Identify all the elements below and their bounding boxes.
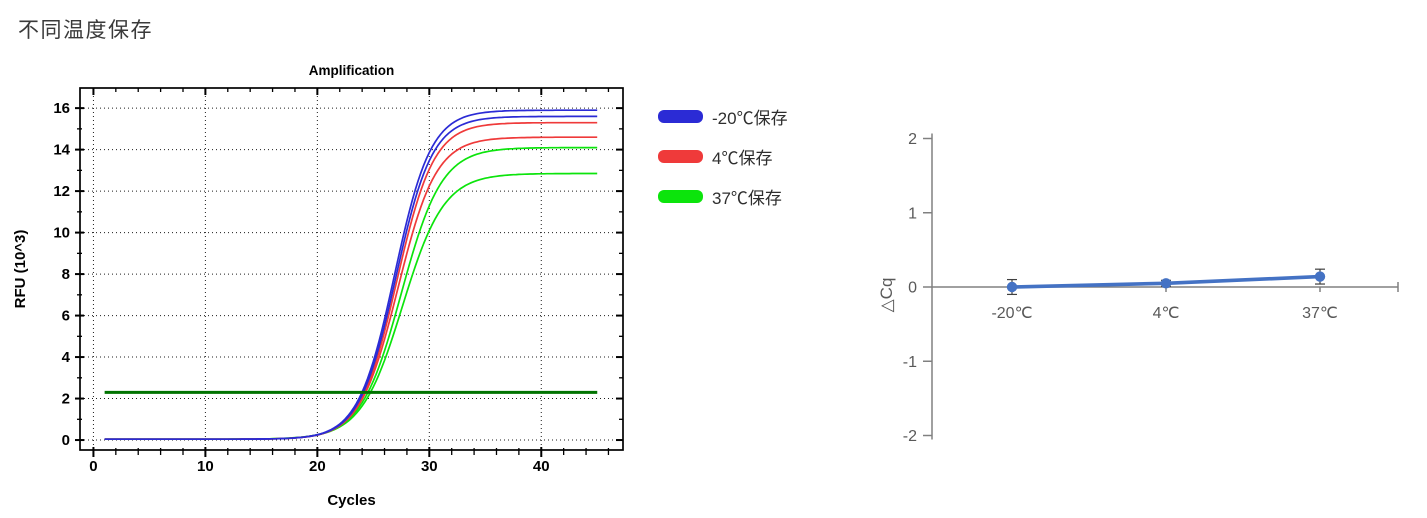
svg-text:0: 0: [89, 458, 97, 475]
legend-item-minus20c: -20℃保存: [658, 104, 788, 129]
svg-text:16: 16: [53, 100, 70, 117]
svg-text:0: 0: [908, 280, 917, 297]
svg-text:20: 20: [309, 458, 326, 475]
svg-text:30: 30: [421, 458, 438, 475]
svg-text:0: 0: [62, 432, 70, 449]
svg-text:Cycles: Cycles: [327, 492, 375, 509]
svg-text:-2: -2: [903, 428, 917, 445]
amplification-chart: 0 10 20 30 40 0 2 4 6 8 10 12 14 16 Amplification Cycle…: [12, 63, 624, 509]
page-title: 不同温度保存: [18, 19, 153, 42]
svg-text:2: 2: [62, 391, 70, 408]
svg-text:8: 8: [62, 266, 70, 283]
svg-text:1: 1: [908, 205, 917, 222]
legend-label-4c: 4℃保存: [712, 149, 773, 168]
svg-text:6: 6: [62, 308, 70, 325]
svg-text:4℃: 4℃: [1153, 305, 1180, 322]
svg-text:14: 14: [53, 142, 70, 159]
svg-text:40: 40: [533, 458, 550, 475]
svg-text:RFU (10^3): RFU (10^3): [12, 230, 29, 309]
legend-swatch-37c: [658, 190, 703, 203]
svg-text:Amplification: Amplification: [309, 63, 395, 78]
svg-text:△Cq: △Cq: [877, 278, 896, 313]
legend-item-4c: 4℃保存: [658, 144, 788, 169]
svg-text:10: 10: [53, 225, 70, 242]
svg-text:4: 4: [62, 349, 71, 366]
svg-text:12: 12: [53, 183, 70, 200]
amplification-legend: -20℃保存 4℃保存 37℃保存: [658, 104, 788, 224]
legend-label-minus20c: -20℃保存: [712, 109, 788, 128]
delta-cq-chart: 2 1 0 -1 -2 -20℃ 4℃ 37℃ △Cq: [877, 131, 1399, 445]
svg-text:2: 2: [908, 131, 917, 148]
legend-label-37c: 37℃保存: [712, 189, 782, 208]
svg-text:-20℃: -20℃: [991, 305, 1032, 322]
legend-swatch-4c: [658, 150, 703, 163]
svg-text:10: 10: [197, 458, 214, 475]
legend-swatch-minus20c: [658, 110, 703, 123]
svg-text:37℃: 37℃: [1302, 305, 1338, 322]
svg-text:-1: -1: [903, 354, 917, 371]
legend-item-37c: 37℃保存: [658, 184, 788, 209]
